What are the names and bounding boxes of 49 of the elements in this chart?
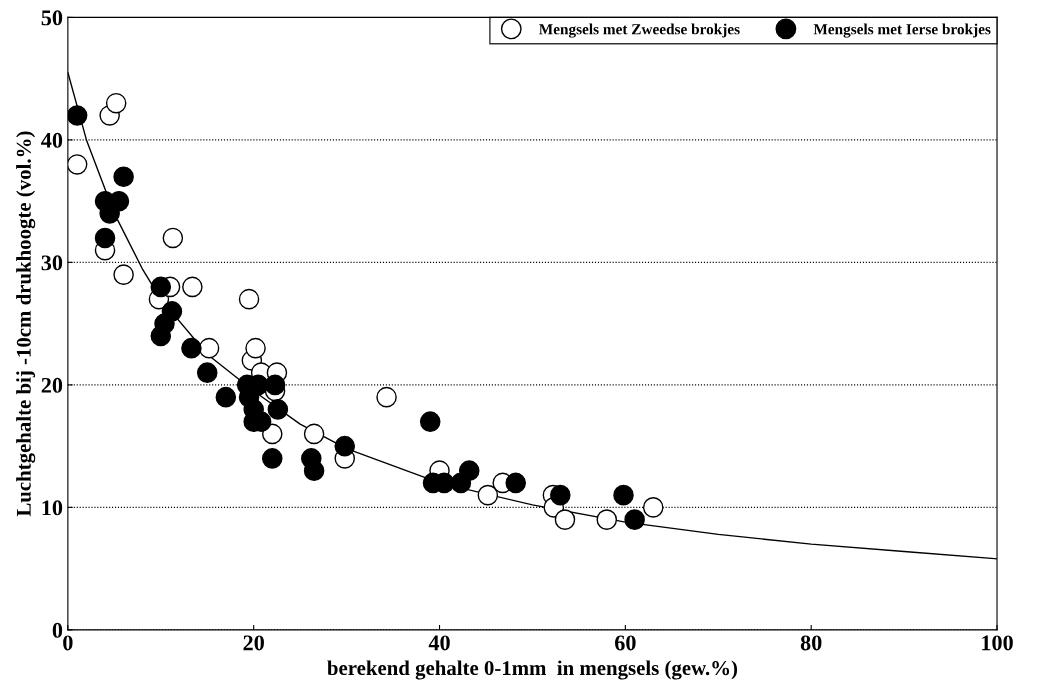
y-tick-label: 50 xyxy=(41,10,63,26)
point xyxy=(458,460,480,481)
point xyxy=(264,374,286,396)
y-tick-label: 30 xyxy=(41,255,63,271)
x-tick-label: 20 xyxy=(243,635,264,651)
legend-label: Mengsels met Ierse brokjes xyxy=(813,23,991,38)
y-axis-title: Luchtgehalte bij -10cm drukhoogte (vol.%) xyxy=(16,131,36,517)
point xyxy=(67,154,88,175)
x-tick-label: 80 xyxy=(800,635,822,651)
point xyxy=(624,509,645,530)
point xyxy=(105,92,127,114)
x-tick-label: 40 xyxy=(428,635,450,651)
legend-label: Mengsels met Zweedse brokjes xyxy=(539,23,740,38)
point xyxy=(334,435,356,457)
point xyxy=(67,105,88,126)
point xyxy=(267,399,289,420)
point xyxy=(477,484,499,506)
point xyxy=(303,460,325,481)
point xyxy=(303,423,325,445)
point xyxy=(181,337,202,359)
point xyxy=(113,166,134,187)
point xyxy=(161,301,183,322)
point xyxy=(182,276,203,298)
y-tick-label: 10 xyxy=(42,500,63,516)
point xyxy=(94,227,116,249)
point xyxy=(419,411,441,432)
y-tick-label: 20 xyxy=(41,377,63,393)
point xyxy=(376,386,397,408)
point xyxy=(113,264,134,285)
point xyxy=(596,509,618,530)
y-tick-label: 40 xyxy=(41,132,63,148)
point xyxy=(262,448,283,469)
x-tick-label: 100 xyxy=(982,635,1013,651)
point xyxy=(198,337,220,359)
point xyxy=(150,276,172,298)
x-tick-label: 0 xyxy=(63,635,73,651)
point xyxy=(215,386,237,408)
x-axis-title: berekend gehalte 0-1mm in mengsels (gew.%) xyxy=(327,660,738,680)
point xyxy=(245,337,266,359)
point xyxy=(162,227,184,249)
point xyxy=(196,362,218,383)
point xyxy=(554,509,576,530)
point xyxy=(505,472,526,494)
point xyxy=(550,484,571,506)
point xyxy=(238,288,260,310)
x-tick-label: 60 xyxy=(615,635,636,651)
point xyxy=(613,484,634,506)
point xyxy=(642,497,664,518)
y-tick-label: 0 xyxy=(52,622,63,638)
